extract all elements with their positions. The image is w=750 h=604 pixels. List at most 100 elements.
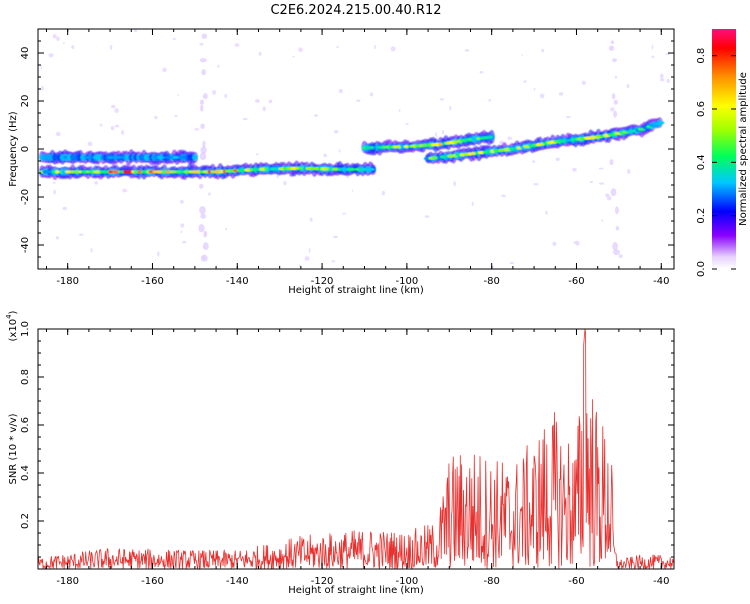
artifact-speck xyxy=(199,152,207,161)
x-tick-label: -140 xyxy=(226,576,249,587)
artifact-speck xyxy=(626,83,630,89)
artifact-speck xyxy=(298,264,301,267)
artifact-speck xyxy=(48,53,54,58)
artifact-speck xyxy=(309,217,313,222)
artifact-speck xyxy=(162,67,167,73)
artifact-speck xyxy=(56,36,60,41)
x-tick-label: -120 xyxy=(311,276,334,287)
x-tick-label: -160 xyxy=(141,576,164,587)
artifact-speck xyxy=(369,92,374,97)
artifact-speck xyxy=(627,168,631,174)
artifact-speck xyxy=(208,192,211,196)
artifact-speck xyxy=(532,160,536,164)
artifact-speck xyxy=(199,58,207,63)
artifact-speck xyxy=(471,201,474,206)
artifact-speck xyxy=(157,251,160,257)
artifact-speck xyxy=(199,99,205,105)
artifact-speck xyxy=(552,241,557,247)
artifact-speck xyxy=(181,240,187,244)
artifact-speck xyxy=(202,254,206,260)
artifact-speck xyxy=(612,242,618,251)
artifact-speck xyxy=(333,235,338,239)
snr-y-ticks: 0.2 0.4 0.6 0.8 1.0 xyxy=(20,321,674,558)
y-tick-label: 0 xyxy=(20,146,31,152)
x-tick-label: -60 xyxy=(568,576,584,587)
x-tick-label: -140 xyxy=(226,276,249,287)
artifact-speck xyxy=(439,98,445,101)
artifact-speck xyxy=(611,93,616,100)
artifact-speck xyxy=(110,104,116,109)
band-core xyxy=(172,155,180,159)
artifact-speck xyxy=(200,104,204,112)
artifact-speck xyxy=(651,44,654,50)
artifact-speck xyxy=(225,227,228,231)
artifact-speck xyxy=(202,242,209,251)
artifact-speck xyxy=(618,254,623,259)
artifact-speck xyxy=(545,210,548,215)
artifact-speck xyxy=(308,248,311,253)
artifact-speck xyxy=(199,42,204,46)
artifact-speck xyxy=(598,167,604,170)
artifact-speck xyxy=(533,182,539,186)
band-core xyxy=(365,167,375,171)
artifact-speck xyxy=(174,114,178,118)
band-core xyxy=(156,155,165,159)
band-core xyxy=(369,145,375,150)
spectrogram-panel: -180 -160 -140 -120 -100 -80 -60 -40 -40 -20 0 20 4… xyxy=(8,28,675,296)
band-core xyxy=(180,155,187,159)
artifact-speck xyxy=(336,46,339,48)
band-core xyxy=(165,170,171,174)
artifact-speck xyxy=(262,106,266,112)
artifact-speck xyxy=(612,58,617,63)
artifact-speck xyxy=(539,93,545,99)
artifact-speck xyxy=(110,125,115,131)
artifact-speck xyxy=(598,182,605,185)
x-tick-label: -100 xyxy=(396,576,419,587)
artifact-speck xyxy=(292,55,295,58)
artifact-speck xyxy=(565,116,571,119)
artifact-speck xyxy=(122,188,128,193)
artifact-speck xyxy=(610,40,615,45)
artifact-speck xyxy=(610,188,617,197)
artifact-speck xyxy=(255,153,260,156)
band-core xyxy=(111,170,118,174)
artifact-speck xyxy=(199,183,204,189)
x-tick-label: -180 xyxy=(56,276,79,287)
artifact-speck xyxy=(154,115,158,120)
artifact-speck xyxy=(342,212,347,215)
artifact-speck xyxy=(606,196,612,201)
artifact-speck xyxy=(200,123,205,129)
x-tick-label: -40 xyxy=(653,276,669,287)
artifact-speck xyxy=(62,206,67,211)
artifact-speck xyxy=(109,45,113,50)
artifact-speck xyxy=(202,245,206,248)
y-tick-label: -40 xyxy=(20,237,31,253)
colorbar-gradient xyxy=(712,29,736,269)
artifact-speck xyxy=(258,51,262,56)
artifact-speck xyxy=(581,80,586,85)
artifact-speck xyxy=(660,78,665,82)
artifact-speck xyxy=(314,114,318,117)
artifact-speck xyxy=(202,93,208,100)
artifact-speck xyxy=(283,180,287,186)
artifact-speck xyxy=(381,190,386,196)
spectrogram-x-axis-label: Height of straight line (km) xyxy=(288,285,424,296)
artifact-speck xyxy=(435,132,438,138)
x-tick-label: -60 xyxy=(568,276,584,287)
y-tick-label: 0.2 xyxy=(20,513,31,529)
artifact-speck xyxy=(79,233,84,236)
artifact-speck xyxy=(338,89,343,94)
band-core xyxy=(119,155,125,159)
y-tick-label: -20 xyxy=(20,189,31,205)
artifact-speck xyxy=(609,159,614,166)
band-core xyxy=(487,135,493,139)
artifact-speck xyxy=(609,107,615,112)
snr-panel: -180 -160 -140 -120 -100 -80 -60 -40 0.20.40.60… xyxy=(5,310,675,596)
artifact-speck xyxy=(198,224,205,233)
x-tick-label: -40 xyxy=(653,576,669,587)
artifact-speck xyxy=(217,64,220,69)
artifact-speck xyxy=(651,55,655,59)
snr-scale-suffix: ) xyxy=(8,310,19,314)
